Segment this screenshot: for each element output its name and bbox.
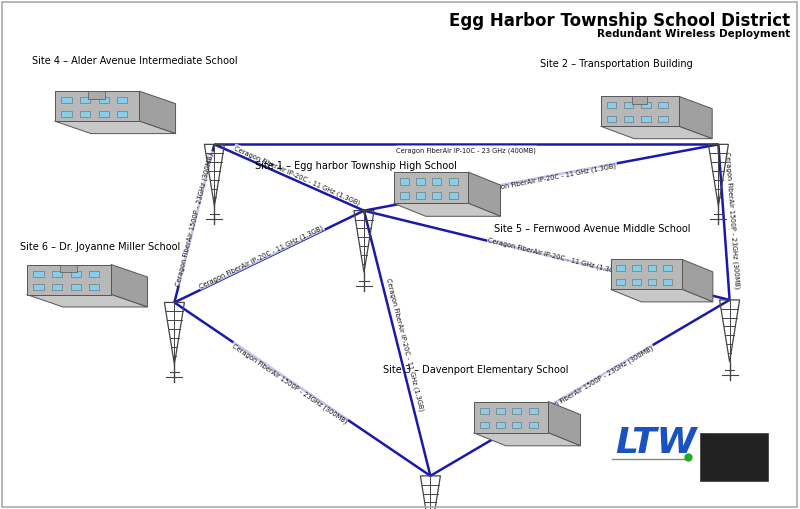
Text: Ceragon FiberAir 1500P - 23GHz (300MB): Ceragon FiberAir 1500P - 23GHz (300MB) — [230, 342, 348, 425]
FancyBboxPatch shape — [449, 193, 458, 199]
FancyBboxPatch shape — [54, 92, 139, 122]
FancyBboxPatch shape — [117, 98, 127, 104]
FancyBboxPatch shape — [616, 279, 625, 286]
Text: Ceragon FiberAir 1500P - 23GHz (300MB): Ceragon FiberAir 1500P - 23GHz (300MB) — [533, 345, 655, 419]
FancyBboxPatch shape — [632, 279, 641, 286]
FancyBboxPatch shape — [513, 422, 522, 428]
Text: Ceragon FiberAir IP-20C - 11 GHz (1.3GB): Ceragon FiberAir IP-20C - 11 GHz (1.3GB) — [198, 224, 324, 290]
FancyBboxPatch shape — [610, 260, 682, 290]
FancyBboxPatch shape — [89, 271, 99, 277]
FancyBboxPatch shape — [89, 285, 99, 291]
Text: Site 6 – Dr. Joyanne Miller School: Site 6 – Dr. Joyanne Miller School — [20, 242, 180, 252]
FancyBboxPatch shape — [62, 111, 71, 118]
FancyBboxPatch shape — [624, 103, 634, 109]
FancyBboxPatch shape — [433, 179, 442, 185]
Text: Ceragon FiberAir 1500P - 23GHz (300MB): Ceragon FiberAir 1500P - 23GHz (300MB) — [174, 152, 214, 286]
Polygon shape — [474, 433, 581, 446]
FancyBboxPatch shape — [394, 173, 468, 204]
Polygon shape — [394, 204, 501, 217]
Polygon shape — [54, 122, 175, 134]
FancyBboxPatch shape — [632, 266, 641, 272]
FancyBboxPatch shape — [624, 117, 634, 123]
Polygon shape — [601, 127, 712, 139]
Polygon shape — [548, 402, 581, 446]
FancyBboxPatch shape — [416, 193, 425, 199]
FancyBboxPatch shape — [26, 265, 111, 295]
FancyBboxPatch shape — [433, 193, 442, 199]
FancyBboxPatch shape — [663, 266, 672, 272]
Text: LTW: LTW — [615, 425, 697, 459]
FancyBboxPatch shape — [474, 402, 548, 433]
Polygon shape — [682, 260, 713, 302]
Text: Site 1 – Egg harbor Township High School: Site 1 – Egg harbor Township High School — [255, 160, 457, 171]
FancyBboxPatch shape — [479, 422, 489, 428]
FancyBboxPatch shape — [70, 271, 81, 277]
FancyBboxPatch shape — [399, 179, 409, 185]
FancyBboxPatch shape — [529, 422, 538, 428]
FancyBboxPatch shape — [607, 103, 616, 109]
FancyBboxPatch shape — [62, 98, 71, 104]
Text: Ceragon FiberAir IP-10C - 23 GHz (400MB): Ceragon FiberAir IP-10C - 23 GHz (400MB) — [397, 147, 536, 153]
FancyBboxPatch shape — [607, 117, 616, 123]
FancyBboxPatch shape — [658, 117, 668, 123]
FancyBboxPatch shape — [52, 285, 62, 291]
FancyBboxPatch shape — [529, 408, 538, 414]
FancyBboxPatch shape — [601, 97, 678, 127]
FancyBboxPatch shape — [496, 422, 505, 428]
Polygon shape — [139, 92, 175, 134]
Text: Site 4 – Alder Avenue Intermediate School: Site 4 – Alder Avenue Intermediate Schoo… — [32, 56, 238, 66]
FancyBboxPatch shape — [616, 266, 625, 272]
FancyBboxPatch shape — [117, 111, 127, 118]
Text: Ceragon FiberAir IP-20C - 11 GHz (1.3GB): Ceragon FiberAir IP-20C - 11 GHz (1.3GB) — [234, 145, 361, 206]
Polygon shape — [468, 173, 501, 217]
FancyBboxPatch shape — [89, 92, 106, 99]
FancyBboxPatch shape — [632, 97, 647, 104]
Polygon shape — [610, 290, 713, 302]
FancyBboxPatch shape — [34, 271, 43, 277]
FancyBboxPatch shape — [98, 111, 109, 118]
FancyBboxPatch shape — [648, 279, 656, 286]
FancyBboxPatch shape — [658, 103, 668, 109]
Polygon shape — [678, 97, 712, 139]
FancyBboxPatch shape — [52, 271, 62, 277]
FancyBboxPatch shape — [648, 266, 656, 272]
Text: Ceragon FiberAir IP-20C - 11 GHz (1.3GB): Ceragon FiberAir IP-20C - 11 GHz (1.3GB) — [386, 276, 425, 411]
FancyBboxPatch shape — [641, 103, 650, 109]
Polygon shape — [111, 265, 147, 307]
FancyBboxPatch shape — [700, 433, 768, 481]
Text: Ceragon FiberAir 1500P - 23GHz (300MB): Ceragon FiberAir 1500P - 23GHz (300MB) — [724, 152, 740, 289]
Text: Site 2 – Transportation Building: Site 2 – Transportation Building — [540, 59, 692, 69]
FancyBboxPatch shape — [80, 98, 90, 104]
Text: Ceragon FiberAir IP-20C - 11 GHz (1.3GB): Ceragon FiberAir IP-20C - 11 GHz (1.3GB) — [487, 236, 622, 275]
Text: Site 3 – Davenport Elementary School: Site 3 – Davenport Elementary School — [383, 364, 569, 374]
FancyBboxPatch shape — [513, 408, 522, 414]
Text: Site 5 – Fernwood Avenue Middle School: Site 5 – Fernwood Avenue Middle School — [494, 224, 690, 234]
FancyBboxPatch shape — [449, 179, 458, 185]
FancyBboxPatch shape — [641, 117, 650, 123]
FancyBboxPatch shape — [98, 98, 109, 104]
FancyBboxPatch shape — [399, 193, 409, 199]
FancyBboxPatch shape — [479, 408, 489, 414]
FancyBboxPatch shape — [416, 179, 425, 185]
FancyBboxPatch shape — [70, 285, 81, 291]
FancyBboxPatch shape — [663, 279, 672, 286]
Text: Ceragon FiberAir IP-20C - 11 GHz (1.3GB): Ceragon FiberAir IP-20C - 11 GHz (1.3GB) — [482, 162, 617, 194]
FancyBboxPatch shape — [61, 265, 78, 272]
FancyBboxPatch shape — [496, 408, 505, 414]
Text: Egg Harbor Township School District: Egg Harbor Township School District — [449, 12, 790, 30]
FancyBboxPatch shape — [34, 285, 43, 291]
FancyBboxPatch shape — [80, 111, 90, 118]
Text: Redundant Wireless Deployment: Redundant Wireless Deployment — [597, 29, 790, 39]
Polygon shape — [26, 295, 147, 307]
